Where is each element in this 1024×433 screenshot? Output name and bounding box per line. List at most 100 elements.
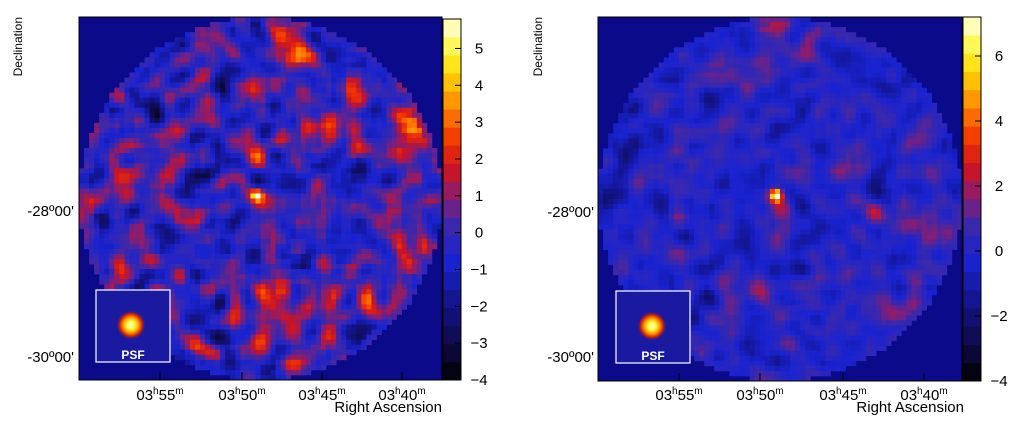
heatmap-cell	[840, 97, 847, 104]
heatmap-cell	[295, 27, 302, 33]
heatmap-cell	[149, 274, 155, 280]
heatmap-cell	[341, 339, 347, 346]
heatmap-cell	[835, 67, 842, 73]
heatmap-cell	[174, 82, 181, 88]
heatmap-cell	[754, 77, 761, 84]
heatmap-cell	[376, 289, 382, 295]
heatmap-cell	[144, 173, 150, 179]
heatmap-cell	[336, 82, 342, 88]
heatmap-cell	[361, 218, 367, 225]
heatmap-cell	[250, 218, 256, 225]
heatmap-cell	[134, 248, 140, 255]
heatmap-cell	[285, 37, 292, 43]
heatmap-cell	[275, 158, 282, 164]
heatmap-cell	[260, 67, 266, 73]
heatmap-cell	[336, 158, 342, 164]
heatmap-cell	[346, 173, 352, 179]
heatmap-cell	[643, 102, 649, 109]
heatmap-cell	[179, 354, 186, 361]
heatmap-cell	[174, 188, 181, 194]
heatmap-cell	[215, 354, 221, 361]
heatmap-cell	[174, 339, 181, 346]
heatmap-cell	[800, 57, 806, 63]
heatmap-cell	[820, 108, 826, 114]
heatmap-cell	[331, 168, 337, 174]
heatmap-cell	[351, 198, 357, 204]
heatmap-cell	[321, 364, 327, 371]
heatmap-cell	[250, 37, 256, 43]
heatmap-cell	[295, 294, 302, 300]
heatmap-cell	[265, 334, 271, 341]
heatmap-cell	[305, 107, 312, 114]
heatmap-cell	[431, 243, 438, 250]
heatmap-cell	[416, 203, 423, 209]
heatmap-cell	[744, 82, 751, 89]
heatmap-cell	[225, 309, 231, 315]
heatmap-cell	[396, 203, 403, 209]
heatmap-cell	[815, 32, 821, 38]
heatmap-cell	[774, 17, 781, 23]
heatmap-cell	[825, 37, 831, 43]
heatmap-cell	[174, 233, 181, 240]
heatmap-cell	[104, 203, 110, 209]
heatmap-cell	[89, 208, 95, 214]
heatmap-cell	[154, 264, 161, 270]
heatmap-cell	[290, 173, 297, 179]
heatmap-cell	[411, 188, 418, 194]
heatmap-cell	[790, 42, 796, 48]
heatmap-cell	[321, 198, 327, 204]
heatmap-cell	[280, 97, 287, 104]
heatmap-cell	[300, 102, 307, 109]
heatmap-cell	[406, 102, 413, 109]
heatmap-cell	[169, 132, 176, 139]
heatmap-cell	[361, 269, 367, 275]
heatmap-cell	[189, 349, 196, 356]
heatmap-cell	[245, 77, 251, 83]
heatmap-cell	[341, 168, 347, 174]
heatmap-cell	[285, 349, 292, 356]
heatmap-cell	[310, 62, 317, 68]
heatmap-cell	[225, 138, 231, 144]
heatmap-cell	[89, 132, 95, 139]
heatmap-cell	[800, 22, 806, 28]
heatmap-cell	[336, 52, 342, 58]
heatmap-cell	[169, 143, 176, 149]
heatmap-cell	[280, 47, 287, 53]
heatmap-cell	[235, 178, 241, 184]
heatmap-cell	[406, 274, 413, 280]
heatmap-cell	[386, 198, 392, 204]
heatmap-cell	[205, 168, 211, 174]
heatmap-cell	[210, 52, 216, 58]
heatmap-cell	[416, 183, 423, 189]
heatmap-cell	[189, 314, 196, 320]
heatmap-cell	[159, 274, 166, 280]
heatmap-cell	[759, 62, 766, 68]
heatmap-cell	[769, 72, 776, 79]
heatmap-cell	[184, 112, 191, 119]
heatmap-cell	[275, 127, 282, 134]
heatmap-cell	[215, 183, 221, 189]
heatmap-cell	[275, 359, 282, 366]
heatmap-cell	[144, 62, 150, 68]
heatmap-cell	[871, 42, 877, 48]
heatmap-cell	[260, 253, 266, 260]
heatmap-cell	[699, 72, 705, 79]
heatmap-cell	[310, 243, 317, 250]
heatmap-cell	[169, 259, 176, 265]
heatmap-cell	[124, 213, 130, 220]
heatmap-cell	[431, 218, 438, 225]
heatmap-cell	[886, 102, 892, 109]
heatmap-cell	[265, 107, 271, 114]
heatmap-cell	[124, 218, 130, 225]
heatmap-cell	[386, 304, 392, 310]
heatmap-cell	[179, 102, 186, 109]
heatmap-cell	[290, 77, 297, 83]
heatmap-cell	[169, 208, 176, 214]
heatmap-cell	[341, 213, 347, 220]
heatmap-cell	[295, 329, 302, 335]
heatmap-cell	[184, 304, 191, 310]
heatmap-cell	[361, 284, 367, 290]
heatmap-cell	[326, 47, 332, 53]
heatmap-cell	[295, 117, 302, 124]
heatmap-cell	[174, 238, 181, 245]
